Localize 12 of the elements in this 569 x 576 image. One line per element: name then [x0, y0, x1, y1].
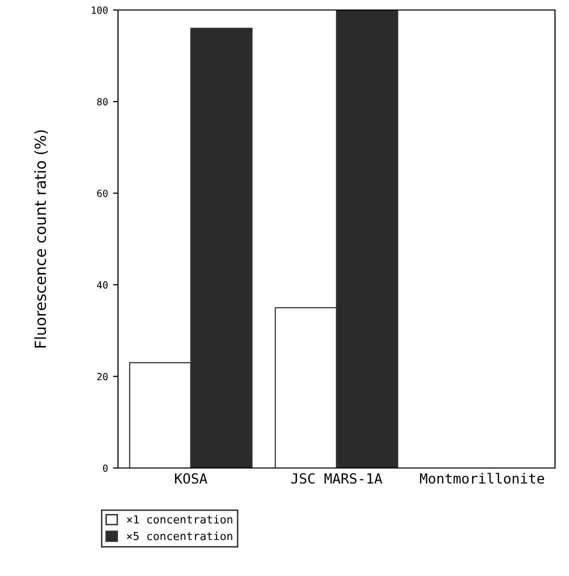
- y-tick-label: 40: [97, 281, 108, 289]
- y-tick-label: 100: [92, 6, 108, 14]
- legend-label: ×1 concentration: [126, 514, 232, 524]
- y-tick-label: 20: [97, 372, 108, 380]
- y-axis-title: Fluorescence count ratio (%): [34, 130, 48, 348]
- y-tick-label: 80: [97, 98, 108, 106]
- x-tick-label: KOSA: [175, 473, 208, 484]
- x-tick-label: Montmorillonite: [420, 472, 544, 484]
- legend-label: ×5 concentration: [126, 532, 232, 540]
- x-tick-label: JSC MARS-1A: [291, 473, 382, 484]
- y-tick-label: 60: [97, 190, 108, 198]
- y-tick-label: 0: [103, 464, 108, 472]
